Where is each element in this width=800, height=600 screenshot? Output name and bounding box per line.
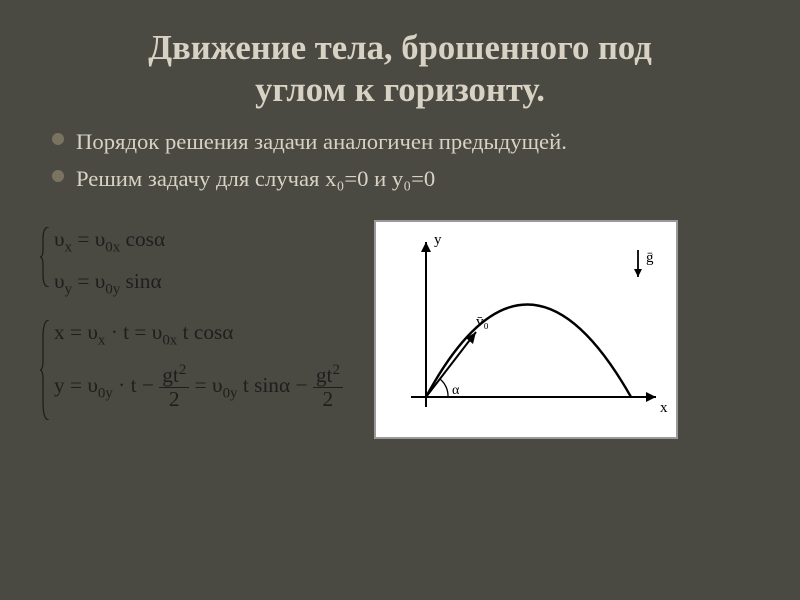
alpha-label: α — [452, 383, 460, 398]
fraction: gt22 — [313, 363, 343, 410]
g-label: ḡ — [646, 250, 654, 266]
bullet-text: Порядок решения задачи аналогичен предыд… — [76, 129, 567, 154]
equation-y: y = υ0y · t − gt22 = υ0y t sinα − gt22 — [54, 363, 343, 410]
equation-x: x = υx · t = υ0x t cosα — [54, 320, 343, 349]
v0-label: v̄₀ — [476, 314, 489, 330]
eq-y-mid: = υ0y t sinα − — [189, 373, 313, 397]
diagram-column: y x v̄₀ α ḡ — [361, 214, 691, 439]
trajectory-svg: y x v̄₀ α ḡ — [376, 222, 676, 432]
g-vector — [634, 250, 642, 277]
title-line-1: Движение тела, брошенного под — [148, 29, 652, 67]
trajectory-diagram: y x v̄₀ α ḡ — [374, 220, 678, 439]
v0-vector — [426, 332, 476, 397]
bullet-list: Порядок решения задачи аналогичен предыд… — [48, 127, 760, 194]
title-line-2: углом к горизонту. — [255, 71, 545, 109]
bullet-item: Порядок решения задачи аналогичен предыд… — [48, 127, 760, 158]
angle-arc — [440, 379, 448, 397]
equation-vy: υy = υ0y sinα — [54, 269, 343, 298]
equations-column: υx = υ0x cosα υy = υ0y sinα x = υx · t =… — [40, 214, 343, 432]
bullet-item: Решим задачу для случая x₀=0 и y₀=0 — [48, 164, 760, 195]
axes-group — [411, 242, 656, 407]
equation-vx: υx = υ0x cosα — [54, 227, 343, 256]
fraction: gt22 — [159, 363, 189, 410]
x-axis-label: x — [660, 400, 668, 416]
content-row: υx = υ0x cosα υy = υ0y sinα x = υx · t =… — [40, 214, 760, 439]
eq-y-prefix: y = υ0y · t − — [54, 373, 159, 397]
brace-icon — [40, 227, 50, 287]
bullet-text: Решим задачу для случая x₀=0 и y₀=0 — [76, 166, 435, 191]
slide-container: Движение тела, брошенного под углом к го… — [0, 0, 800, 600]
brace-icon — [40, 320, 50, 420]
slide-title: Движение тела, брошенного под углом к го… — [40, 28, 760, 111]
y-axis-label: y — [434, 232, 442, 248]
equation-block-positions: x = υx · t = υ0x t cosα y = υ0y · t − gt… — [40, 320, 343, 410]
equation-block-velocities: υx = υ0x cosα υy = υ0y sinα — [40, 227, 343, 298]
